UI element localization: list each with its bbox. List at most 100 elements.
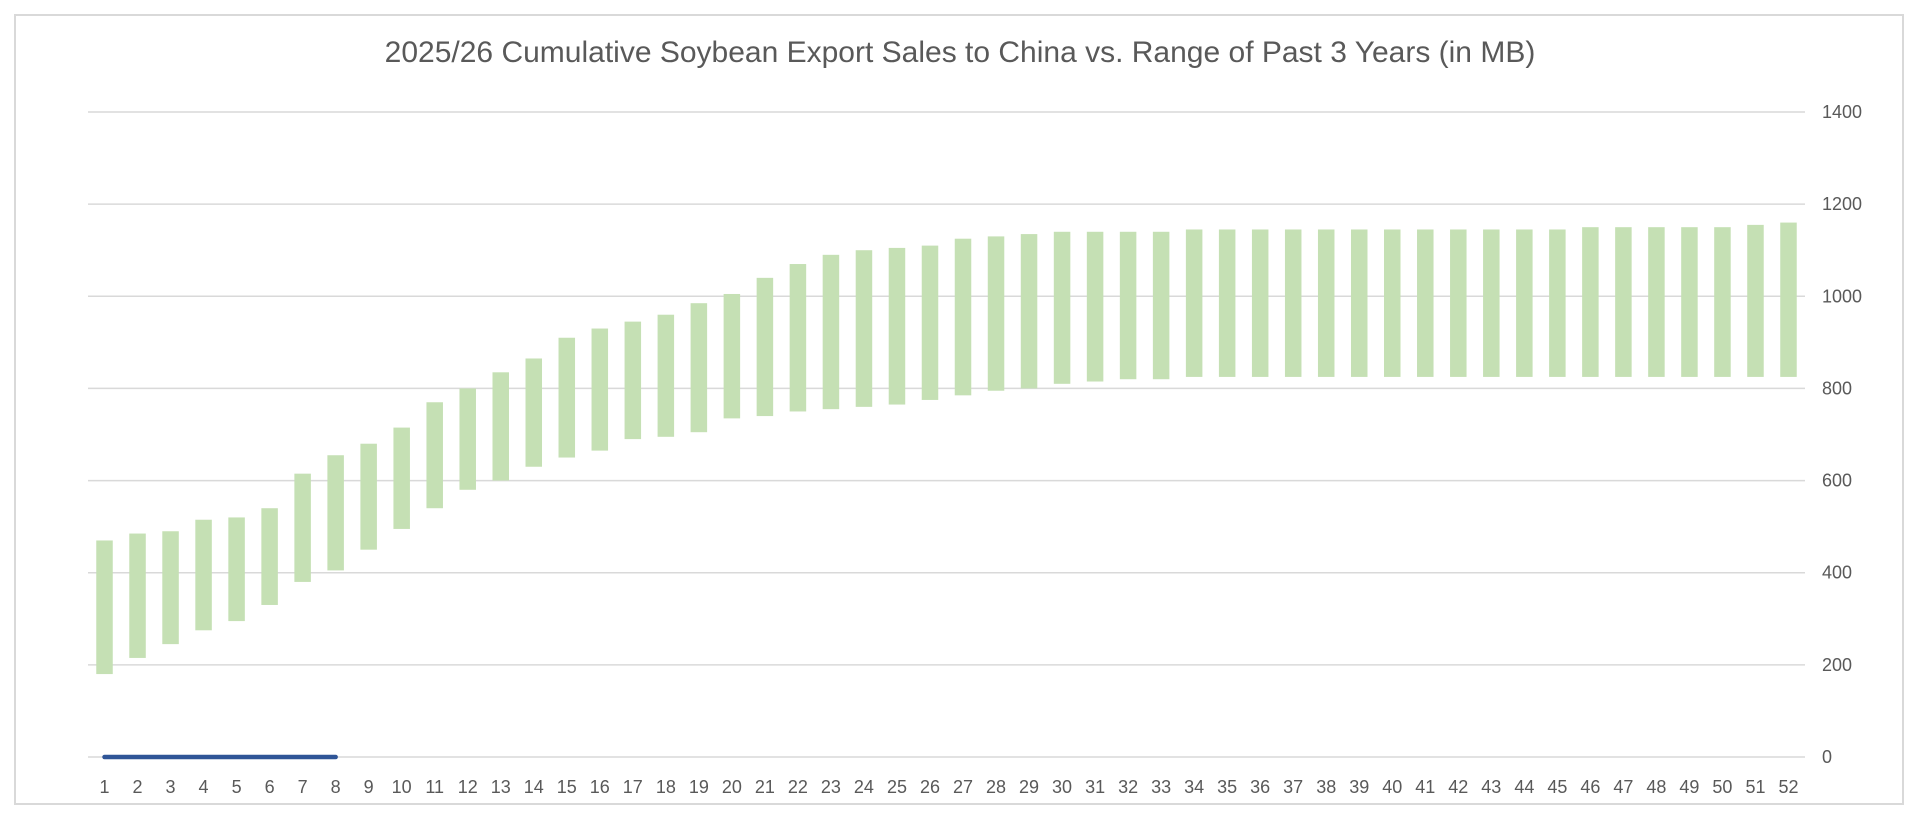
x-tick-label: 5	[232, 777, 242, 797]
range-bar	[756, 277, 774, 417]
range-bar	[294, 473, 311, 582]
x-tick-label: 48	[1646, 777, 1666, 797]
range-bar	[855, 250, 873, 407]
x-tick-label: 8	[331, 777, 341, 797]
range-bar	[921, 245, 939, 400]
range-bar	[1549, 229, 1566, 377]
range-bar	[96, 540, 113, 675]
x-tick-label: 35	[1217, 777, 1237, 797]
x-tick-label: 30	[1052, 777, 1072, 797]
x-tick-label: 18	[656, 777, 676, 797]
y-tick-label: 600	[1822, 471, 1852, 491]
y-tick-label: 200	[1822, 655, 1852, 675]
range-bars	[96, 222, 1797, 675]
x-tick-label: 39	[1349, 777, 1369, 797]
x-tick-label: 34	[1184, 777, 1204, 797]
x-tick-label: 27	[953, 777, 973, 797]
x-tick-label: 32	[1118, 777, 1138, 797]
x-tick-label: 31	[1085, 777, 1105, 797]
x-tick-label: 17	[623, 777, 643, 797]
range-bar	[1317, 229, 1335, 377]
x-tick-label: 12	[458, 777, 478, 797]
range-bar	[1119, 231, 1137, 380]
range-bar	[1615, 227, 1632, 377]
y-tick-label: 400	[1822, 563, 1852, 583]
y-tick-label: 1200	[1822, 194, 1862, 214]
x-tick-label: 11	[425, 777, 444, 797]
x-tick-label: 19	[689, 777, 709, 797]
x-tick-label: 20	[722, 777, 742, 797]
x-tick-label: 9	[364, 777, 374, 797]
range-bar	[459, 388, 476, 490]
range-bar	[327, 455, 344, 571]
x-tick-label: 4	[199, 777, 209, 797]
range-bar	[1218, 229, 1236, 377]
range-bar	[1185, 229, 1203, 377]
x-tick-label: 37	[1283, 777, 1303, 797]
range-bar	[426, 402, 443, 509]
y-axis-labels: 0 200 400 600 800 1000 1200 1400	[1822, 102, 1862, 767]
range-bar	[1251, 229, 1269, 377]
y-tick-label: 800	[1822, 378, 1852, 398]
chart-frame	[14, 14, 1904, 805]
y-tick-label: 1400	[1822, 102, 1862, 122]
x-tick-label: 2	[133, 777, 143, 797]
range-bar	[657, 314, 675, 437]
range-bar	[393, 427, 410, 529]
x-tick-label: 7	[298, 777, 308, 797]
x-tick-label: 51	[1745, 777, 1765, 797]
range-bar	[1648, 227, 1665, 377]
range-bar	[1714, 227, 1731, 377]
x-tick-label: 22	[788, 777, 808, 797]
range-bar	[492, 372, 509, 481]
range-bar	[1417, 229, 1434, 377]
x-tick-label: 46	[1580, 777, 1600, 797]
chart-title: 2025/26 Cumulative Soybean Export Sales …	[384, 36, 1536, 69]
x-tick-label: 14	[524, 777, 544, 797]
range-bar	[1450, 229, 1467, 377]
x-tick-label: 13	[491, 777, 511, 797]
x-tick-label: 42	[1448, 777, 1468, 797]
x-tick-label: 43	[1481, 777, 1501, 797]
range-bar	[1582, 227, 1599, 377]
x-tick-label: 3	[166, 777, 176, 797]
range-bar	[690, 303, 708, 433]
range-bar	[954, 238, 972, 396]
x-tick-label: 15	[557, 777, 577, 797]
x-tick-label: 36	[1250, 777, 1270, 797]
range-bar	[1483, 229, 1500, 377]
range-bar	[987, 236, 1005, 391]
x-tick-label: 44	[1514, 777, 1534, 797]
range-bar	[261, 508, 278, 605]
x-tick-label: 40	[1382, 777, 1402, 797]
y-tick-label: 1000	[1822, 286, 1862, 306]
range-bar	[1384, 229, 1401, 377]
range-bar	[1053, 231, 1071, 384]
x-tick-label: 24	[854, 777, 874, 797]
range-bar	[1086, 231, 1104, 382]
x-tick-label: 29	[1019, 777, 1039, 797]
range-bar	[162, 531, 179, 645]
range-bar	[789, 264, 807, 412]
range-bar	[1516, 229, 1533, 377]
x-tick-label: 33	[1151, 777, 1171, 797]
x-tick-label: 25	[887, 777, 907, 797]
x-tick-label: 28	[986, 777, 1006, 797]
x-tick-label: 45	[1547, 777, 1567, 797]
range-bar	[1681, 227, 1698, 377]
x-tick-label: 47	[1613, 777, 1633, 797]
x-tick-label: 41	[1415, 777, 1435, 797]
range-bar	[888, 247, 906, 405]
range-bar	[1780, 222, 1797, 377]
x-tick-label: 26	[920, 777, 940, 797]
range-bar	[1020, 234, 1038, 389]
range-bar	[1747, 224, 1764, 377]
range-bar	[1350, 229, 1368, 377]
range-bar	[1284, 229, 1302, 377]
range-bar	[624, 321, 642, 440]
x-tick-label: 1	[100, 777, 110, 797]
range-bar	[525, 358, 543, 467]
x-tick-label: 23	[821, 777, 841, 797]
x-tick-label: 6	[265, 777, 275, 797]
